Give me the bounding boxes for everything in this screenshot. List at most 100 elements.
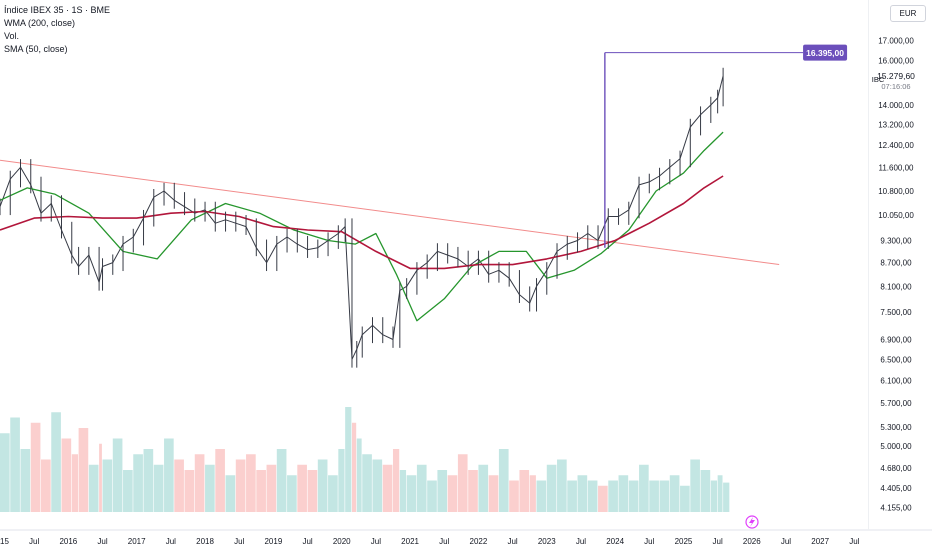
volume-bar bbox=[20, 449, 31, 512]
volume-bar bbox=[557, 459, 567, 512]
volume-bar bbox=[51, 412, 61, 512]
volume-bar bbox=[690, 459, 700, 512]
volume-bar bbox=[356, 438, 362, 512]
volume-bar bbox=[123, 470, 133, 512]
y-tick-label: 11.600,00 bbox=[879, 163, 915, 172]
volume-bar bbox=[184, 470, 195, 512]
volume-bar bbox=[338, 449, 345, 512]
volume-bar bbox=[723, 482, 730, 512]
x-tick-label: 2017 bbox=[128, 537, 146, 546]
volume-bar bbox=[399, 470, 407, 512]
y-tick-label: 4.155,00 bbox=[880, 504, 912, 513]
y-tick-label: 5.300,00 bbox=[880, 423, 912, 432]
x-tick-label: Jul bbox=[507, 537, 517, 546]
y-tick-label: 9.300,00 bbox=[880, 237, 912, 246]
volume-bar bbox=[710, 480, 718, 512]
volume-bar bbox=[10, 417, 20, 512]
measure-layer: 16.395,00 bbox=[604, 44, 848, 248]
volume-bar bbox=[536, 480, 547, 512]
volume-bar bbox=[498, 449, 509, 512]
legend-wma[interactable]: WMA (200, close) bbox=[4, 18, 76, 28]
volume-bar bbox=[659, 480, 670, 512]
x-tick-label: 2022 bbox=[470, 537, 488, 546]
x-tick-label: Jul bbox=[234, 537, 244, 546]
volume-bar bbox=[478, 464, 489, 512]
x-tick-label: Jul bbox=[29, 537, 39, 546]
x-tick-label: 2023 bbox=[538, 537, 556, 546]
y-tick-label: 6.900,00 bbox=[880, 335, 912, 344]
volume-bar bbox=[133, 454, 143, 512]
axis-separator bbox=[868, 0, 869, 530]
volume-bar bbox=[382, 464, 393, 512]
x-tick-label: Jul bbox=[644, 537, 654, 546]
wma-line bbox=[0, 175, 724, 270]
volume-bar bbox=[509, 480, 519, 512]
volume-bar bbox=[717, 475, 723, 512]
volume-bar bbox=[276, 449, 287, 512]
volume-bar bbox=[567, 480, 577, 512]
y-tick-label: 8.100,00 bbox=[880, 282, 912, 291]
x-tick-label: 2016 bbox=[59, 537, 77, 546]
y-tick-label: 17.000,00 bbox=[878, 37, 914, 46]
volume-bar bbox=[680, 485, 690, 512]
volume-layer bbox=[0, 407, 730, 512]
volume-bar bbox=[362, 454, 372, 512]
volume-bar bbox=[246, 454, 256, 512]
price-line bbox=[0, 75, 724, 360]
volume-bar bbox=[427, 480, 437, 512]
y-tick-label: 14.000,00 bbox=[878, 101, 914, 110]
volume-bar bbox=[447, 475, 458, 512]
trendline-layer bbox=[0, 159, 780, 266]
volume-bar bbox=[41, 459, 51, 512]
volume-bar bbox=[392, 449, 400, 512]
x-tick-label: Jul bbox=[97, 537, 107, 546]
volume-bar bbox=[639, 464, 649, 512]
volume-bar bbox=[194, 454, 205, 512]
volume-bar bbox=[618, 475, 629, 512]
y-tick-label: 6.500,00 bbox=[880, 355, 912, 364]
volume-bar bbox=[649, 480, 659, 512]
volume-bar bbox=[71, 454, 78, 512]
volume-bar bbox=[287, 475, 297, 512]
legend-symbol[interactable]: Índice IBEX 35 · 1S · BME bbox=[4, 5, 111, 15]
trendline bbox=[0, 159, 780, 266]
y-tick-label: 4.405,00 bbox=[880, 484, 912, 493]
x-tick-label: 2025 bbox=[675, 537, 693, 546]
volume-bar bbox=[345, 407, 352, 512]
y-tick-label: 5.700,00 bbox=[880, 399, 912, 408]
y-tick-label: 10.800,00 bbox=[878, 187, 914, 196]
x-tick-label: 2021 bbox=[401, 537, 419, 546]
y-tick-label: 6.100,00 bbox=[880, 376, 912, 385]
legend-sma[interactable]: SMA (50, close) bbox=[4, 44, 68, 54]
volume-bar bbox=[577, 475, 588, 512]
volume-bar bbox=[529, 475, 536, 512]
x-tick-label: Jul bbox=[849, 537, 859, 546]
lightning-icon[interactable] bbox=[745, 515, 759, 529]
volume-bar bbox=[598, 485, 608, 512]
y-tick-label: 10.050,00 bbox=[878, 211, 914, 220]
volume-bar bbox=[0, 433, 10, 512]
y-tick-label: 7.500,00 bbox=[880, 308, 912, 317]
x-tick-label: Jul bbox=[713, 537, 723, 546]
volume-bar bbox=[266, 464, 277, 512]
sma-line bbox=[0, 131, 724, 322]
volume-bar bbox=[99, 443, 102, 512]
y-tick-label: 5.000,00 bbox=[880, 442, 912, 451]
volume-bar bbox=[215, 449, 225, 512]
x-tick-label: 2026 bbox=[743, 537, 761, 546]
volume-bar bbox=[317, 459, 328, 512]
last-price-time: 07:16:06 bbox=[881, 82, 910, 91]
volume-bar bbox=[30, 422, 41, 512]
y-tick-label: 8.700,00 bbox=[880, 259, 912, 268]
currency-selector[interactable]: EUR bbox=[890, 5, 926, 22]
x-tick-label: 2019 bbox=[264, 537, 282, 546]
volume-bar bbox=[372, 459, 383, 512]
x-tick-label: Jul bbox=[576, 537, 586, 546]
last-price-label: 15.279,60 bbox=[877, 71, 915, 81]
volume-bar bbox=[143, 449, 154, 512]
volume-bar bbox=[416, 464, 427, 512]
legend-volume[interactable]: Vol. bbox=[4, 31, 20, 41]
volume-bar bbox=[297, 464, 307, 512]
